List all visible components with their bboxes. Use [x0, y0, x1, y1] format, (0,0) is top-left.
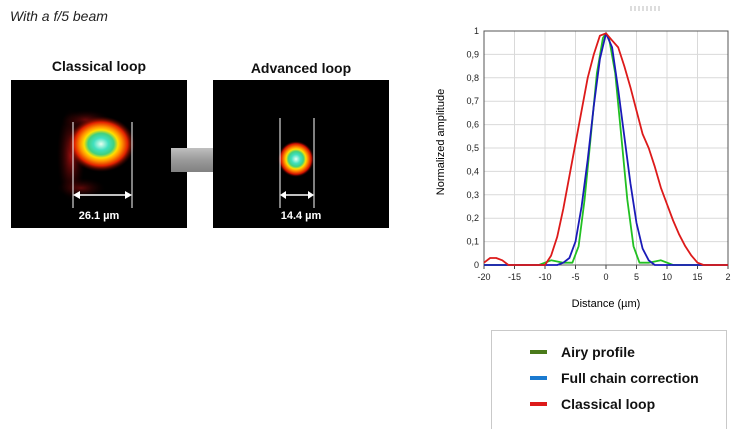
advanced-loop-title: Advanced loop: [250, 60, 352, 76]
y-tick-label: 0,4: [466, 166, 479, 176]
watermark-mark: [630, 6, 660, 11]
advanced-spot-image: 14.4 µm: [213, 80, 389, 228]
plot-frame: [483, 30, 729, 266]
legend-swatch: [530, 376, 547, 380]
y-tick-label: 0,1: [466, 237, 479, 247]
x-axis-label: Distance (µm): [572, 298, 641, 310]
y-tick-label: 0,3: [466, 190, 479, 200]
y-tick-label: 0,6: [466, 120, 479, 130]
advanced-measurement: 14.4 µm: [280, 210, 322, 222]
classical-spot-image: 26.1 µm: [11, 80, 187, 228]
x-tick-label: -5: [571, 272, 579, 282]
amplitude-line-chart: 0 0,1 0,2 0,3 0,4 0,5 0,6 0,7 0,8 0,9 1 -20 -15 -10 -5…: [435, 26, 731, 310]
classical-measurement: 26.1 µm: [78, 210, 120, 222]
x-tick-label: 5: [634, 272, 639, 282]
legend-item: Full chain correction: [530, 369, 699, 387]
chart-legend: Airy profile Full chain correction Class…: [491, 330, 727, 429]
chart-grid: [483, 30, 729, 266]
x-tick-label: -15: [508, 272, 521, 282]
classical-loop-title: Classical loop: [51, 58, 147, 74]
y-tick-label: 1: [474, 26, 479, 36]
y-tick-label: 0,5: [466, 143, 479, 153]
legend-label-airy: Airy profile: [561, 344, 635, 360]
y-axis-label: Normalized amplitude: [435, 89, 447, 195]
x-tick-label: 2: [725, 272, 730, 282]
series-line: [483, 32, 728, 266]
figure-subtitle: With a f/5 beam: [10, 8, 108, 24]
legend-item: Classical loop: [530, 395, 655, 413]
legend-swatch: [530, 350, 547, 354]
chart-tick-labels: 0 0,1 0,2 0,3 0,4 0,5 0,6 0,7 0,8 0,9 1 -20 -15 -10 -5…: [466, 26, 730, 282]
legend-item: Airy profile: [530, 343, 635, 361]
legend-swatch: [530, 402, 547, 406]
x-tick-label: 15: [692, 272, 702, 282]
x-tick-label: -20: [477, 272, 490, 282]
chart-series: [483, 32, 728, 266]
x-tick-label: 0: [603, 272, 608, 282]
legend-label-full-chain: Full chain correction: [561, 370, 699, 386]
x-tick-label: -10: [538, 272, 551, 282]
y-tick-label: 0,8: [466, 73, 479, 83]
y-tick-label: 0,7: [466, 96, 479, 106]
y-tick-label: 0,2: [466, 213, 479, 223]
y-tick-label: 0,9: [466, 49, 479, 59]
x-tick-label: 10: [662, 272, 672, 282]
legend-label-classical: Classical loop: [561, 396, 656, 412]
y-tick-label: 0: [474, 260, 479, 270]
